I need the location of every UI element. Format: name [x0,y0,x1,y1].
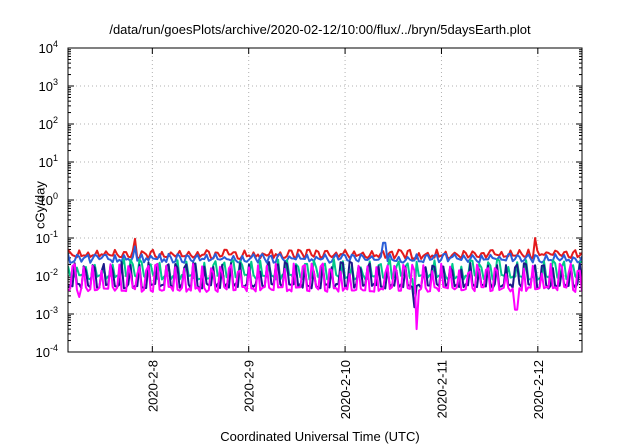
x-tick-label: 2020-2-9 [242,360,257,412]
x-tick-label: 2020-2-12 [531,360,546,419]
series-line [68,262,582,331]
y-tick-label: 102 [39,115,58,132]
y-tick-label: 10-3 [36,305,58,322]
y-tick-label: 10-4 [36,343,58,360]
x-tick-label: 2020-2-8 [145,360,160,412]
y-tick-label: 104 [39,39,58,56]
y-tick-label: 101 [39,153,58,170]
y-tick-label: 10-2 [36,267,58,284]
y-axis-label: cGy/day [32,181,48,229]
y-tick-label: 10-1 [36,229,58,246]
x-tick-label: 2020-2-10 [338,360,353,419]
y-tick-label: 100 [39,191,58,208]
x-axis-label: Coordinated Universal Time (UTC) [220,429,420,444]
series-line [68,237,582,260]
x-tick-label: 2020-2-11 [434,360,449,418]
plot-frame [67,47,583,353]
chart-title: /data/run/goesPlots/archive/2020-02-12/1… [109,22,531,37]
y-tick-label: 103 [39,77,58,94]
